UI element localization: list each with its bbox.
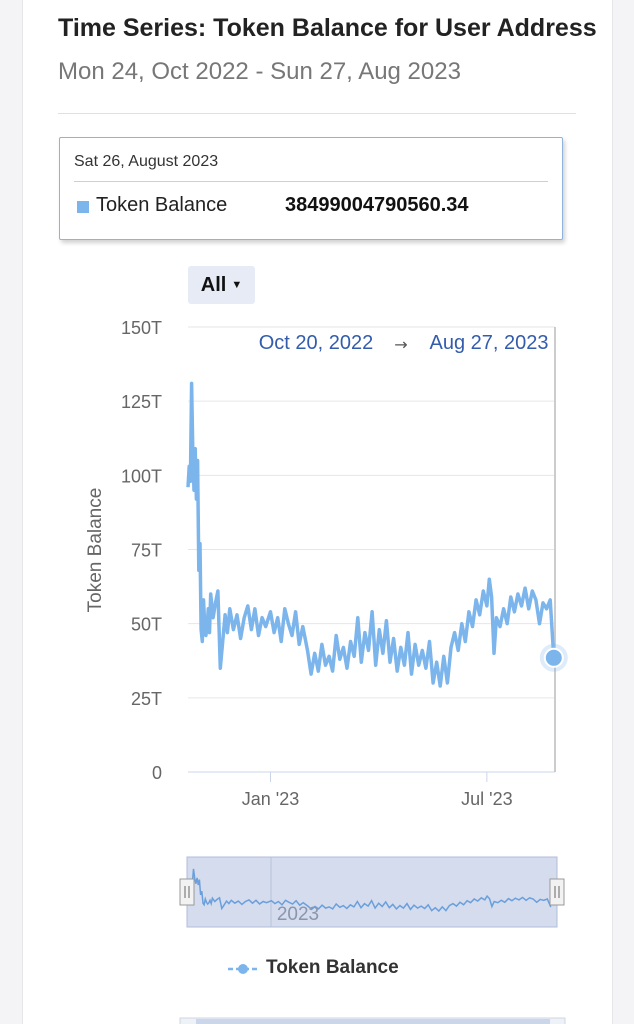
navigator-selected-range[interactable] bbox=[186, 856, 558, 928]
range-all-button[interactable]: All ▼ bbox=[188, 266, 255, 304]
y-tick-label: 75T bbox=[131, 541, 162, 561]
tooltip-value: 38499004790560.34 bbox=[285, 194, 469, 216]
token-balance-series-line bbox=[186, 381, 556, 688]
x-tick-label: Jul '23 bbox=[461, 789, 512, 809]
data-tooltip: Sat 26, August 2023 Token Balance 384990… bbox=[59, 137, 563, 240]
legend-item-token-balance[interactable]: Token Balance bbox=[266, 957, 399, 979]
tooltip-series-name: Token Balance bbox=[96, 194, 228, 216]
y-axis-tick-labels: 0 25T 50T 75T 100T 125T 150T bbox=[121, 318, 162, 783]
range-arrow: → bbox=[394, 335, 407, 354]
chart-title: Time Series: Token Balance for User Addr… bbox=[58, 14, 597, 42]
grid-lines bbox=[188, 326, 555, 773]
x-axis: Jan '23 Jul '23 bbox=[242, 772, 513, 809]
y-tick-label: 150T bbox=[121, 318, 162, 338]
y-tick-label: 25T bbox=[131, 689, 162, 709]
tooltip-date: Sat 26, August 2023 bbox=[74, 153, 219, 170]
navigator-left-handle[interactable] bbox=[179, 878, 195, 906]
y-tick-label: 0 bbox=[152, 763, 162, 783]
navigator-series-line bbox=[189, 868, 552, 913]
range-all-label: All bbox=[200, 273, 227, 296]
y-tick-label: 125T bbox=[121, 392, 162, 412]
navigator-year-label: 2023 bbox=[277, 904, 319, 925]
tooltip-series-swatch bbox=[77, 201, 89, 213]
scrollbar-thumb[interactable] bbox=[196, 1019, 550, 1024]
range-to-date[interactable]: Aug 27, 2023 bbox=[430, 332, 549, 354]
header-divider bbox=[58, 113, 576, 114]
legend-label: Token Balance bbox=[266, 957, 399, 978]
chevron-down-icon: ▼ bbox=[231, 279, 243, 291]
y-tick-label: 50T bbox=[131, 615, 162, 635]
y-tick-label: 100T bbox=[121, 466, 162, 486]
x-tick-label: Jan '23 bbox=[242, 789, 299, 809]
range-from-date[interactable]: Oct 20, 2022 bbox=[259, 332, 374, 354]
legend-marker-icon bbox=[228, 964, 258, 974]
y-axis-title: Token Balance bbox=[85, 488, 106, 613]
chart-subtitle: Mon 24, Oct 2022 - Sun 27, Aug 2023 bbox=[58, 58, 461, 85]
navigator-right-handle[interactable] bbox=[549, 878, 565, 906]
tooltip-divider bbox=[74, 181, 548, 182]
hover-point[interactable] bbox=[543, 647, 564, 668]
